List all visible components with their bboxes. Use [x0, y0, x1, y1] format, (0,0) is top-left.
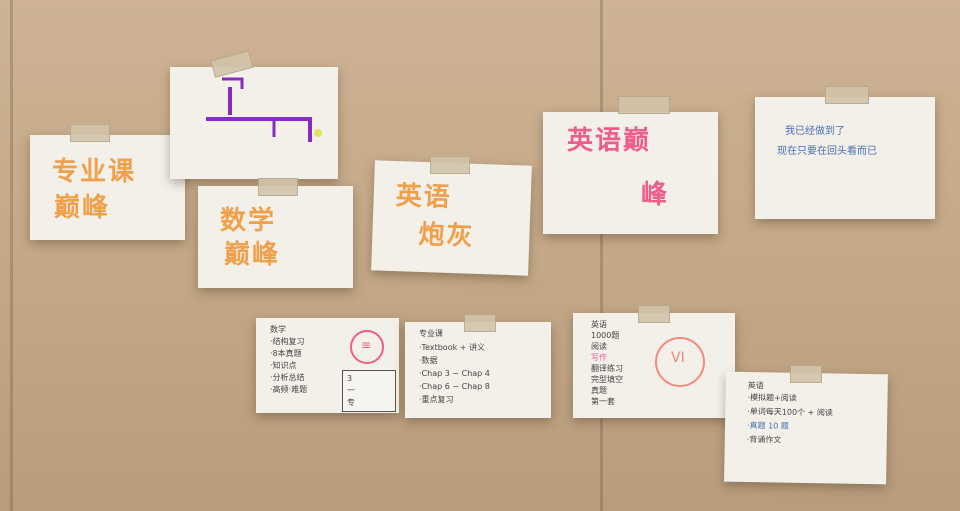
- yingyu-notes-line: 写作: [591, 353, 607, 362]
- card-yingyu-dianfeng-line2: 峰: [641, 180, 670, 210]
- side-box: 3 一 专: [342, 370, 396, 412]
- plan-notes-line: ·模拟题+阅读: [747, 392, 797, 403]
- plan-notes-line: ·单词每天100个 + 阅读: [747, 406, 833, 418]
- tape: [464, 314, 496, 332]
- zhuanye-notes-line: ·Chap 3 ~ Chap 4: [419, 369, 490, 378]
- card-yingyu-paohui: 英语 炮灰: [371, 160, 532, 276]
- card-zhuanye-notes: 专业课 ·Textbook + 讲义 ·数据 ·Chap 3 ~ Chap 4 …: [405, 322, 551, 418]
- wall-seam: [10, 0, 13, 511]
- card-yingyu-dianfeng: 英语巅 峰: [543, 112, 718, 234]
- tape: [430, 156, 470, 174]
- tape: [618, 96, 670, 114]
- zhuanye-notes-line: ·Chap 6 ~ Chap 8: [419, 382, 490, 391]
- yingyu-notes-line: 翻译练习: [591, 364, 623, 373]
- card-yingyu-notes: 英语 1000题 阅读 写作 翻译练习 完型填空 真题 第一套 VI: [573, 313, 735, 418]
- shuxue-notes-line: ·8本真题: [270, 349, 302, 358]
- card-diagram: [170, 67, 338, 179]
- card-yingyu-dianfeng-line1: 英语巅: [567, 126, 652, 156]
- yingyu-notes-line: 完型填空: [591, 375, 623, 384]
- wall-seam: [600, 0, 603, 511]
- card-yingyu-paohui-line2: 炮灰: [417, 219, 475, 252]
- circle-mark-icon: ≡: [350, 330, 384, 364]
- tape: [638, 305, 670, 323]
- card-message: 我已经做到了 现在只要在回头看而已: [755, 97, 935, 219]
- card-message-line1: 我已经做到了: [785, 126, 845, 137]
- card-message-line2: 现在只要在回头看而已: [777, 146, 877, 157]
- zhuanye-notes-line: ·重点复习: [419, 395, 454, 404]
- card-zhuanye-line2: 巅峰: [54, 193, 111, 223]
- tape: [825, 86, 869, 104]
- plan-notes-title: 英语: [747, 380, 764, 391]
- card-zhuanye-line1: 专业课: [52, 157, 137, 187]
- card-plan-notes: 英语 ·模拟题+阅读 ·单词每天100个 + 阅读 ·真题 10 题 ·背诵作文: [724, 371, 888, 485]
- card-shuxue-line1: 数学: [220, 206, 277, 236]
- card-shuxue-dianfeng: 数学 巅峰: [198, 186, 353, 288]
- zhuanye-notes-line: ·数据: [419, 356, 438, 365]
- yingyu-notes-line: 阅读: [591, 342, 607, 351]
- plan-notes-line: ·背诵作文: [746, 434, 782, 445]
- yingyu-notes-line: 第一套: [591, 397, 615, 406]
- shuxue-notes-line: ·分析总结: [270, 373, 305, 382]
- zhuanye-notes-line: ·Textbook + 讲义: [419, 343, 486, 352]
- tape: [70, 124, 110, 142]
- yingyu-notes-line: 1000题: [591, 331, 620, 340]
- shuxue-notes-line: ·高频·难题: [270, 385, 308, 394]
- tape: [258, 178, 298, 196]
- diagram-drawing-icon: [206, 77, 322, 142]
- yingyu-notes-line: 真题: [591, 386, 607, 395]
- card-zhuanye-dianfeng: 专业课 巅峰: [30, 135, 185, 240]
- card-yingyu-paohui-line1: 英语: [395, 181, 453, 213]
- zhuanye-notes-title: 专业课: [419, 329, 443, 338]
- card-shuxue-notes: 数学 ·结构复习 ·8本真题 ·知识点 ·分析总结 ·高频·难题 ≡ 3 一 专: [256, 318, 399, 413]
- circle-mark-icon: VI: [655, 337, 705, 387]
- plan-notes-line: ·真题 10 题: [746, 420, 789, 431]
- card-shuxue-line2: 巅峰: [224, 240, 281, 270]
- shuxue-notes-line: ·知识点: [270, 361, 297, 370]
- yingyu-notes-title: 英语: [591, 320, 607, 329]
- tape: [790, 365, 822, 383]
- shuxue-notes-line: ·结构复习: [270, 337, 305, 346]
- shuxue-notes-title: 数学: [270, 325, 286, 334]
